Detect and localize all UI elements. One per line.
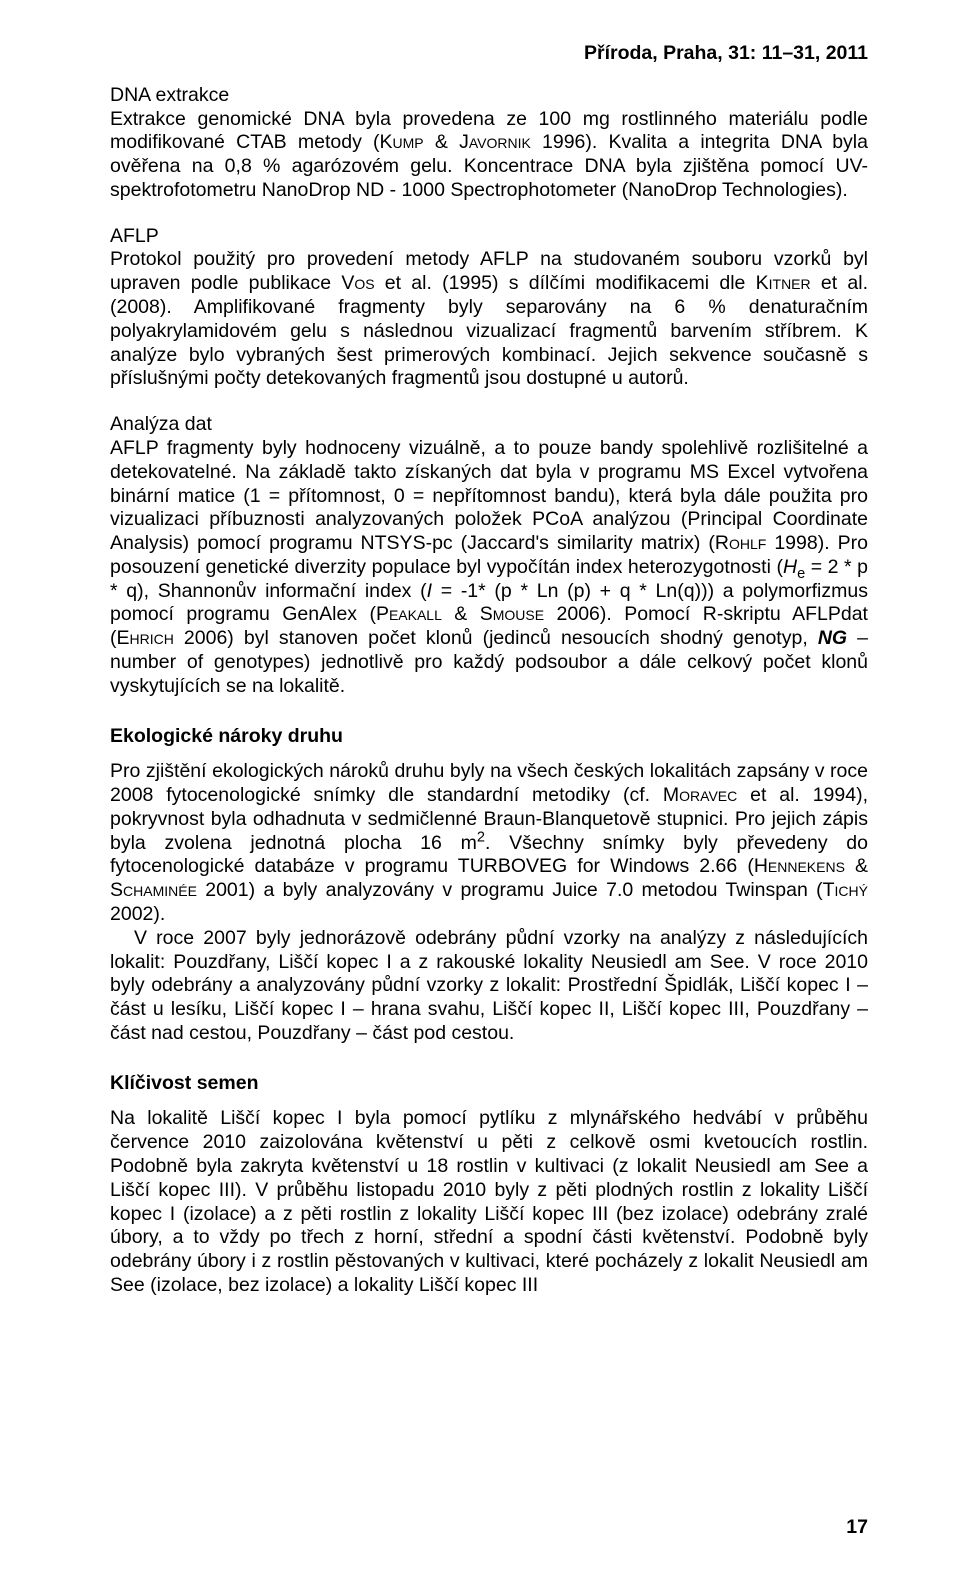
- section-heading-dna-extrakce: DNA extrakce: [110, 84, 868, 108]
- superscript-2: 2: [477, 829, 485, 845]
- ref-kitner: Kitner: [756, 272, 811, 294]
- section-heading-klicivost: Klíčivost semen: [110, 1072, 868, 1096]
- section-heading-analyza: Analýza dat: [110, 413, 868, 437]
- section-ekologicke-p1: Pro zjištění ekologických nároků druhu b…: [110, 760, 868, 1045]
- formula-H: H: [783, 556, 797, 578]
- ng-label: NG: [818, 627, 847, 649]
- ref-vos: Vos: [341, 272, 374, 294]
- section-klicivost-body: Na lokalitě Liščí kopec I byla pomocí py…: [110, 1107, 868, 1297]
- ref-kump-javornik: Kump & Javornik: [380, 131, 531, 153]
- ref-rohlf: Rohlf: [715, 532, 766, 554]
- ref-peakall-smouse: Peakall & Smouse: [376, 603, 544, 625]
- ref-tichy: Tichý: [823, 879, 868, 901]
- section-heading-aflp: AFLP: [110, 225, 868, 249]
- section-analyza-dat: Analýza dat AFLP fragmenty byly hodnocen…: [110, 413, 868, 698]
- section-dna-extrakce: DNA extrakce Extrakce genomické DNA byla…: [110, 84, 868, 203]
- ref-moravec: Moravec: [663, 784, 737, 806]
- section-aflp: AFLP Protokol použitý pro provedení meto…: [110, 225, 868, 391]
- page-number: 17: [846, 1516, 868, 1540]
- ref-ehrich: Ehrich: [117, 627, 174, 649]
- running-header: Příroda, Praha, 31: 11–31, 2011: [110, 42, 868, 66]
- section-ekologicke-p2: V roce 2007 byly jednorázově odebrány pů…: [110, 927, 868, 1046]
- section-heading-ekologicke: Ekologické nároky druhu: [110, 725, 868, 749]
- body-text: 2006) byl stanoven počet klonů (jedinců …: [174, 627, 818, 649]
- body-text: 2001) a byly analyzovány v programu Juic…: [197, 879, 823, 901]
- body-text: 2002).: [110, 903, 165, 925]
- body-text: et al. (1995) s dílčími modifikacemi dle: [375, 272, 756, 294]
